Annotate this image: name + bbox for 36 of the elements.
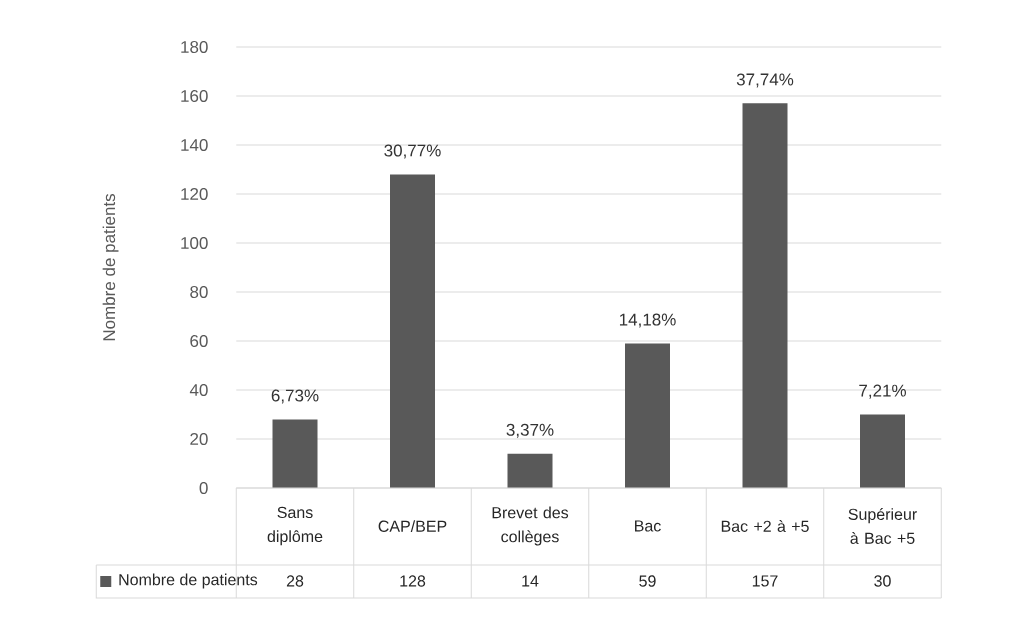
data-label: 14 — [522, 575, 539, 587]
data-label: 128 — [400, 575, 426, 587]
x-tick-label: Brevet des collèges — [492, 506, 569, 546]
annotation: 14,18% — [619, 313, 676, 328]
y-tick-label: 120 — [181, 187, 208, 201]
x-tick-label: Sans diplôme — [267, 506, 323, 546]
annotation: 37,74% — [736, 73, 794, 88]
y-tick-label: 40 — [189, 383, 208, 397]
x-tick-label: CAP/BEP — [378, 520, 447, 532]
y-tick-label: 100 — [181, 236, 208, 250]
y-tick-label: 20 — [190, 432, 208, 446]
annotation: 3,37% — [506, 423, 554, 438]
data-label: 59 — [639, 575, 656, 587]
bar — [390, 174, 436, 488]
y-tick-label: 160 — [181, 89, 208, 103]
bar — [507, 453, 553, 488]
data-label: 157 — [752, 575, 778, 587]
bar — [625, 343, 670, 488]
x-tick-label: Bac — [635, 520, 661, 532]
x-tick-label: Supérieur à Bac +5 — [848, 508, 917, 544]
data-label: 28 — [286, 575, 304, 587]
bar — [860, 414, 905, 488]
x-tick-label: Bac +2 à +5 — [721, 520, 809, 532]
y-tick-label: 0 — [199, 481, 208, 495]
annotation: 30,77% — [384, 144, 441, 159]
y-tick-label: 60 — [190, 334, 208, 348]
y-tick-label: 140 — [181, 138, 208, 152]
y-axis-title: Nombre de patients — [102, 193, 119, 341]
legend-label: Nombre de patients — [119, 573, 258, 589]
annotation: 6,73% — [271, 389, 319, 404]
bar — [272, 419, 318, 488]
bar — [742, 103, 788, 488]
y-tick-label: 180 — [181, 40, 208, 54]
data-label: 30 — [874, 575, 891, 587]
y-tick-label: 80 — [190, 285, 208, 299]
annotation: 7,21% — [859, 384, 906, 399]
